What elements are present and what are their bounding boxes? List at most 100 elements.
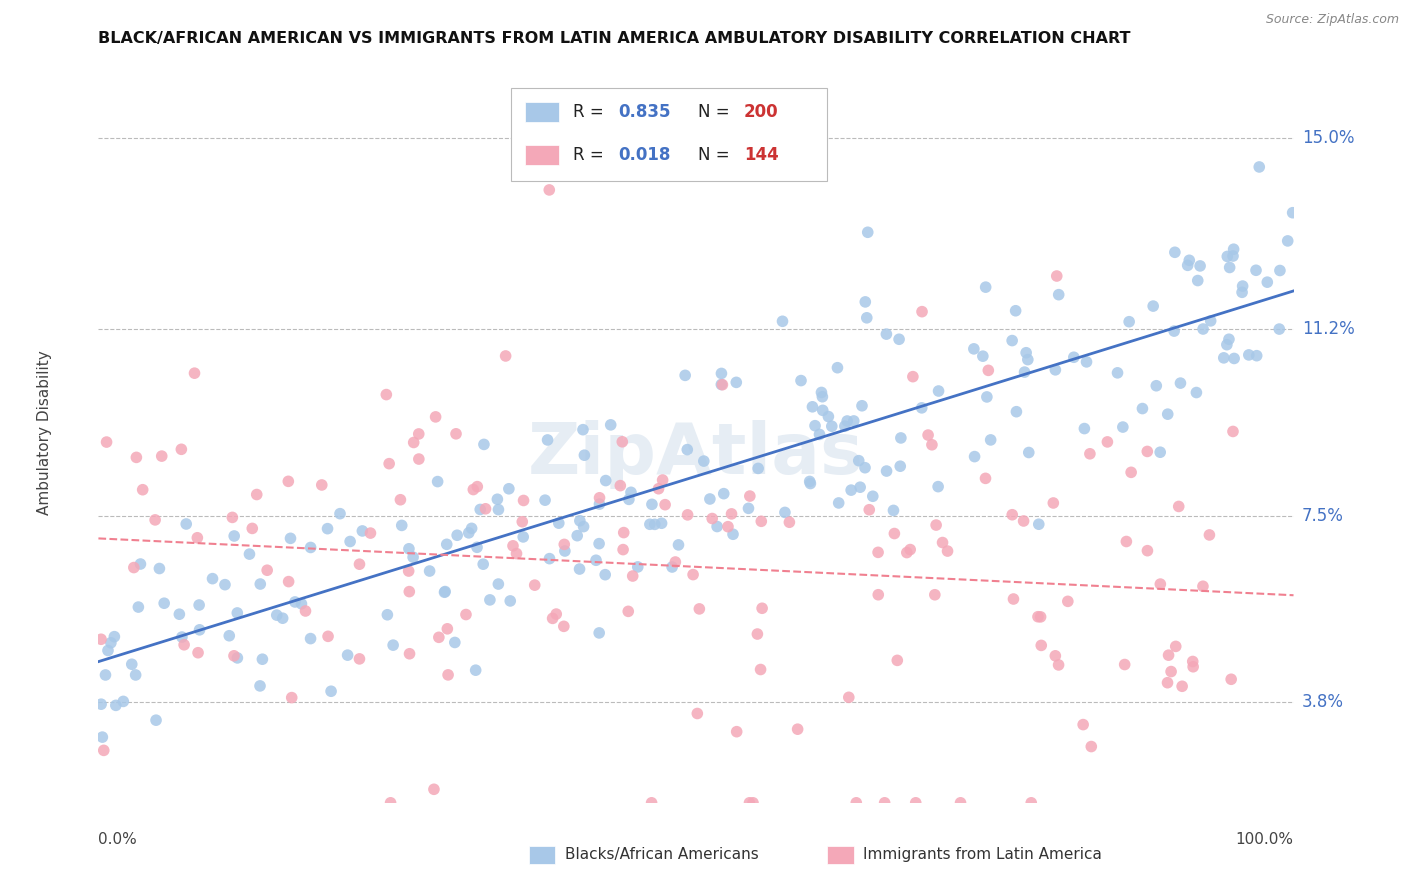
Point [218, 629, 240, 643]
Point [661, 560, 683, 574]
Point [721, 527, 744, 541]
Point [640, 796, 662, 810]
Point [470, 502, 492, 516]
Point [290, 597, 312, 611]
Point [425, 409, 447, 424]
Point [1004, 303, 1026, 318]
Point [1144, 378, 1167, 392]
Point [277, 574, 299, 589]
Point [299, 541, 322, 555]
Point [1157, 648, 1180, 663]
Point [121, 657, 143, 672]
Point [737, 501, 759, 516]
Point [96, 435, 118, 450]
Point [924, 588, 946, 602]
Point [711, 377, 734, 392]
Point [299, 632, 322, 646]
Text: N =: N = [699, 146, 735, 164]
Point [837, 414, 859, 428]
Point [651, 516, 673, 531]
Point [1012, 514, 1035, 528]
Point [599, 417, 621, 432]
Point [1218, 332, 1240, 346]
Point [749, 514, 772, 528]
Point [585, 553, 607, 567]
Text: 11.2%: 11.2% [1302, 320, 1354, 338]
Point [936, 544, 959, 558]
Point [554, 544, 576, 558]
Point [742, 796, 765, 810]
Point [688, 602, 710, 616]
Point [187, 646, 209, 660]
Point [1198, 528, 1220, 542]
Point [488, 502, 510, 516]
Point [90, 697, 112, 711]
Point [436, 537, 458, 551]
Point [553, 619, 575, 633]
Point [1031, 639, 1053, 653]
Point [284, 595, 307, 609]
Point [620, 485, 643, 500]
Point [145, 713, 167, 727]
Point [1018, 445, 1040, 459]
Point [523, 578, 546, 592]
Point [1185, 385, 1208, 400]
Text: 0.0%: 0.0% [98, 832, 138, 847]
Point [572, 423, 595, 437]
Point [1046, 268, 1069, 283]
Point [898, 542, 921, 557]
Text: Ambulatory Disability: Ambulatory Disability [37, 351, 52, 515]
Point [588, 491, 610, 505]
Point [974, 280, 997, 294]
Point [886, 653, 908, 667]
Point [974, 471, 997, 485]
Bar [524, 102, 558, 122]
Point [408, 426, 430, 441]
Point [1005, 405, 1028, 419]
Point [188, 598, 211, 612]
Point [505, 547, 527, 561]
Point [277, 475, 299, 489]
Text: 7.5%: 7.5% [1302, 507, 1344, 524]
Point [402, 435, 425, 450]
Point [224, 529, 246, 543]
Point [1157, 407, 1180, 421]
Point [1171, 679, 1194, 693]
Point [97, 643, 120, 657]
Point [839, 483, 862, 497]
Point [1063, 351, 1085, 365]
Point [280, 690, 302, 705]
Point [221, 510, 243, 524]
Point [858, 502, 880, 516]
Point [1268, 263, 1291, 277]
Point [426, 475, 449, 489]
Point [1164, 245, 1187, 260]
Point [853, 294, 876, 309]
Point [811, 403, 834, 417]
Point [499, 594, 522, 608]
Point [593, 567, 616, 582]
Point [778, 515, 800, 529]
Point [1028, 517, 1050, 532]
Point [474, 501, 496, 516]
Point [1042, 496, 1064, 510]
Point [510, 515, 533, 529]
Point [588, 626, 610, 640]
Point [568, 562, 591, 576]
Point [150, 449, 173, 463]
Point [377, 607, 399, 622]
Point [1244, 263, 1267, 277]
Point [1163, 324, 1185, 338]
Point [868, 545, 890, 559]
Point [1237, 348, 1260, 362]
Point [720, 507, 742, 521]
Point [359, 526, 381, 541]
Point [1080, 739, 1102, 754]
Point [256, 563, 278, 577]
Point [834, 419, 856, 434]
Point [437, 668, 460, 682]
Point [1121, 466, 1143, 480]
Point [1132, 401, 1154, 416]
Point [747, 627, 769, 641]
Point [1220, 673, 1243, 687]
